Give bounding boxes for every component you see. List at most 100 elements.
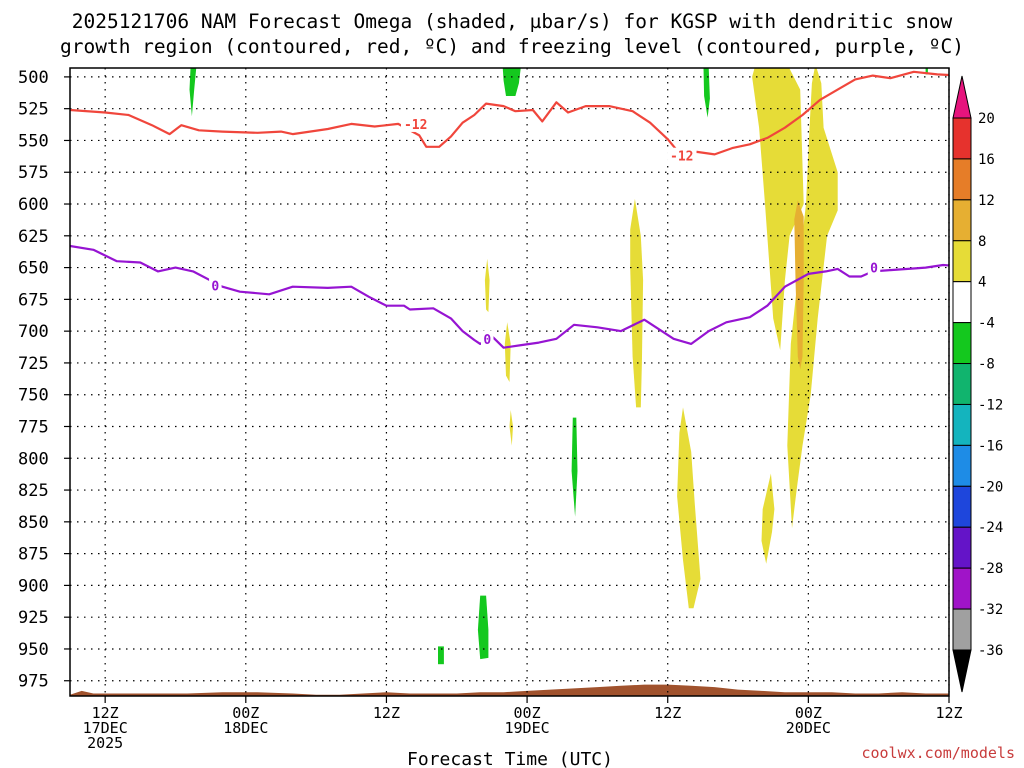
colorbar-bin-7 <box>952 403 972 446</box>
colorbar-label-3: 8 <box>978 234 986 250</box>
chart-title-line-1: 2025121706 NAM Forecast Omega (shaded, µ… <box>72 10 953 33</box>
x-tick-label-12-2: 2025 <box>87 734 123 752</box>
y-tick-label-775: 775 <box>18 417 49 437</box>
omega-region-11 <box>761 473 775 564</box>
y-tick-label-700: 700 <box>18 322 49 342</box>
colorbar-bin-11 <box>952 567 972 610</box>
y-tick-label-750: 750 <box>18 386 49 406</box>
y-axis: 500 525 550 575 600 625 650 675 700 725 750 775 800 8… <box>18 68 70 692</box>
y-tick-label-825: 825 <box>18 481 49 501</box>
colorbar-bin-8 <box>952 444 972 487</box>
colorbar-bin-4 <box>952 281 972 324</box>
y-tick-label-850: 850 <box>18 513 49 533</box>
x-tick-label-72-1: 20DEC <box>786 719 831 737</box>
colorbar-bin-6 <box>952 363 972 405</box>
y-tick-label-625: 625 <box>18 227 49 247</box>
credit-text: coolwx.com/models <box>861 744 1015 762</box>
y-tick-label-500: 500 <box>18 68 49 88</box>
y-tick-label-650: 650 <box>18 259 49 279</box>
omega-region-0 <box>189 68 197 117</box>
omega-region-12 <box>504 322 511 382</box>
y-tick-label-600: 600 <box>18 195 49 215</box>
y-tick-label-875: 875 <box>18 545 49 565</box>
omega-region-1 <box>502 68 521 96</box>
x-tick-label-84-0: 12Z <box>935 704 962 722</box>
plot-area: -12 -12 0 0 0 <box>69 67 950 697</box>
colorbar-label-12: -32 <box>978 602 1003 618</box>
omega-region-8 <box>787 68 838 529</box>
omega-region-9 <box>630 198 644 408</box>
x-tick-label-12-0: 12Z <box>92 704 119 722</box>
colorbar-bin-0 <box>952 117 972 160</box>
colorbar-bin-5 <box>952 322 972 365</box>
y-tick-label-975: 975 <box>18 672 49 692</box>
contour-layer: -12 -12 0 0 0 <box>70 70 949 349</box>
colorbar-bin-9 <box>952 485 972 528</box>
y-tick-label-675: 675 <box>18 290 49 310</box>
x-tick-label-24-0: 00Z <box>232 704 259 722</box>
contour-label-1-2: 0 <box>870 262 878 277</box>
y-tick-label-575: 575 <box>18 163 49 183</box>
contour-line-1 <box>70 244 949 349</box>
omega-region-5 <box>477 595 489 660</box>
y-tick-label-925: 925 <box>18 608 49 628</box>
x-tick-label-36-0: 12Z <box>373 704 400 722</box>
y-tick-label-800: 800 <box>18 449 49 469</box>
x-axis-label: Forecast Time (UTC) <box>407 749 613 768</box>
terrain-layer <box>70 684 949 696</box>
colorbar-label-4: 4 <box>978 275 986 291</box>
colorbar-label-13: -36 <box>978 643 1003 659</box>
omega-region-13 <box>484 258 490 313</box>
colorbar-label-8: -16 <box>978 438 1003 454</box>
contour-label-0-0: -12 <box>404 118 427 133</box>
colorbar-label-9: -20 <box>978 479 1003 495</box>
y-tick-label-950: 950 <box>18 640 49 660</box>
colorbar-bin-3 <box>952 240 972 283</box>
colorbar-label-5: -4 <box>978 316 995 332</box>
plot-frame <box>69 67 950 697</box>
colorbar-label-2: 12 <box>978 193 995 209</box>
colorbar-bin-2 <box>952 199 972 242</box>
y-tick-label-900: 900 <box>18 576 49 596</box>
x-tick-label-24-1: 18DEC <box>223 719 268 737</box>
x-tick-label-48-1: 19DEC <box>505 719 550 737</box>
contour-label-0-1: -12 <box>670 150 693 165</box>
colorbar-label-6: -8 <box>978 357 995 373</box>
colorbar-bin-10 <box>952 526 972 569</box>
colorbar-label-0: 20 <box>978 111 995 127</box>
colorbar-bin-12 <box>952 608 972 651</box>
x-tick-label-48-0: 00Z <box>514 704 541 722</box>
colorbar-bin-1 <box>952 158 972 201</box>
colorbar: 20 16 12 8 4 -4 -8 -12 -16 -20 -24 -28 -32 -36 <box>952 75 1003 693</box>
x-tick-label-12-1: 17DEC <box>83 719 128 737</box>
contour-label-1-1: 0 <box>483 333 491 348</box>
colorbar-label-7: -12 <box>978 397 1003 413</box>
omega-region-3 <box>703 68 710 118</box>
omega-region-14 <box>509 410 513 446</box>
x-tick-label-60-0: 12Z <box>654 704 681 722</box>
contour-line-0 <box>70 70 949 156</box>
omega-region-4 <box>571 417 578 517</box>
y-tick-label-525: 525 <box>18 100 49 120</box>
colorbar-label-11: -28 <box>978 561 1003 577</box>
contour-label-bg-1-2 <box>867 259 881 276</box>
chart-title-line-2: growth region (contoured, red, ºC) and f… <box>60 35 964 58</box>
x-tick-label-72-0: 00Z <box>795 704 822 722</box>
contour-label-bg-1-0 <box>209 277 222 294</box>
contour-label-bg-0-1 <box>667 147 697 164</box>
omega-region-10 <box>677 407 701 609</box>
contour-label-1-0: 0 <box>211 279 219 294</box>
colorbar-label-1: 16 <box>978 152 995 168</box>
colorbar-label-10: -24 <box>978 520 1003 536</box>
terrain-fill <box>70 684 949 696</box>
y-tick-label-550: 550 <box>18 131 49 151</box>
omega-region-15 <box>794 200 804 370</box>
colorbar-top-arrow <box>952 75 972 119</box>
contour-label-bg-0-0 <box>400 115 431 132</box>
y-tick-label-725: 725 <box>18 354 49 374</box>
omega-region-6 <box>438 646 444 665</box>
colorbar-bottom-arrow <box>952 649 972 693</box>
contour-label-bg-1-1 <box>480 330 494 347</box>
